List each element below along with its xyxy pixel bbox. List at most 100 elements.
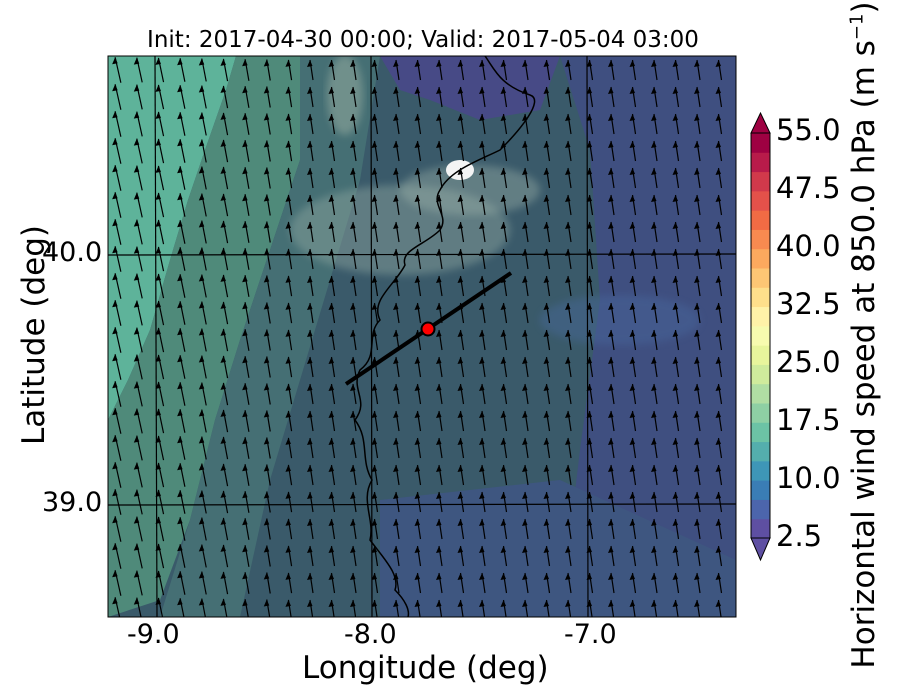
wind-arrow [586,167,594,189]
colorbar-segment [751,248,770,269]
wind-arrow [715,167,723,189]
wind-arrow [522,518,529,540]
wind-arrow [414,383,422,405]
colorbar-tick-label: 2.5 [776,519,823,553]
wind-arrow [672,221,680,243]
wind-arrow [307,59,314,81]
wind-arrow [328,113,336,135]
wind-arrow [328,356,336,378]
wind-arrow [133,354,143,380]
wind-arrow [565,59,572,81]
high-wind-zone [108,56,236,420]
wind-arrow [263,194,271,216]
wind-arrow [198,193,207,217]
wind-arrow [651,167,658,189]
wind-arrow [672,410,680,432]
wind-arrow [198,85,207,109]
x-tick-label: -9.0 [127,619,180,650]
wind-arrow [586,572,594,594]
x-tick-label: -8.0 [344,619,397,650]
wind-arrow [457,167,465,189]
map-area [108,56,736,617]
wind-arrow [328,59,336,81]
wind-arrow [393,167,400,189]
wind-arrow [629,410,637,432]
wind-arrow [672,491,680,513]
wind-arrow [371,167,379,189]
wind-arrow [436,221,443,243]
wind-arrow [457,275,465,297]
wind-arrow [457,86,465,108]
wind-arrow [672,356,680,378]
colorbar-segment [751,460,770,481]
wind-arrow [220,436,229,460]
wind-arrow [350,437,357,459]
wind-arrow [371,491,379,513]
wind-arrow [651,383,658,405]
wind-arrow [414,86,422,108]
wind-arrow [543,248,551,270]
wind-arrow [285,113,293,135]
wind-arrow [242,356,250,378]
wind-arrow [177,112,186,136]
wind-arrow [586,275,594,297]
wind-arrow [350,464,357,486]
wind-arrow [155,165,165,191]
colorbar-label: Horizontal wind speed at 850.0 hPa (m s−… [846,1,882,669]
wind-arrow [543,410,551,432]
wind-arrow [285,410,293,432]
wind-arrow [112,246,122,272]
wind-arrow [350,194,357,216]
wind-arrow [285,518,293,540]
ridge-texture [327,56,363,135]
wind-arrow [371,410,379,432]
wind-arrow [307,221,314,243]
wind-arrow [629,167,637,189]
wind-arrow [328,302,336,324]
colorbar-tick-label: 10.0 [776,461,841,495]
wind-arrow [263,545,271,567]
wind-arrow [371,383,379,405]
wind-arrow [543,437,551,459]
wind-arrow [608,275,615,297]
wind-arrow [307,275,314,297]
wind-arrow [133,327,143,353]
wind-arrow [155,489,165,515]
wind-arrow [629,113,637,135]
colorbar-segment [751,499,770,520]
colorbar-segment [751,152,770,173]
wind-arrow [565,167,572,189]
wind-arrow [608,518,615,540]
wind-arrow [629,356,637,378]
wind-arrow [198,436,207,460]
wind-arrow [414,302,422,324]
wind-arrow [715,437,723,459]
colorbar-segment [751,133,770,153]
wind-arrow [694,464,701,486]
wind-arrow [133,597,142,617]
wind-arrow [651,572,658,594]
wind-arrow [629,464,637,486]
wind-arrow [155,138,165,164]
wind-arrow [350,140,357,162]
wind-arrow [436,491,443,513]
wind-arrow [457,383,465,405]
wind-arrow [177,544,186,568]
wind-arrow [285,221,293,243]
wind-arrow [307,140,314,162]
wind-arrow [543,113,551,135]
wind-arrow [285,545,293,567]
wind-arrow [586,302,594,324]
wind-arrow [112,57,122,83]
wind-arrow [586,329,594,351]
wind-arrow [500,410,508,432]
wind-arrow [133,489,143,515]
colorbar-tick-label: 47.5 [776,171,841,205]
wind-arrow [220,490,229,514]
wind-arrow [177,247,186,271]
wind-arrow [479,383,486,405]
wind-arrow [242,572,250,594]
wind-arrow [177,409,186,433]
wind-arrow [263,275,271,297]
wind-arrow [414,248,422,270]
